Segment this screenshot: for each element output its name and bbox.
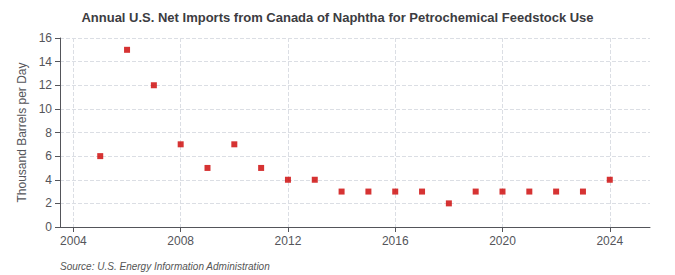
svg-text:Annual U.S. Net Imports from C: Annual U.S. Net Imports from Canada of N… — [81, 10, 593, 25]
svg-text:Thousand Barrels per Day: Thousand Barrels per Day — [15, 62, 29, 202]
svg-text:0: 0 — [45, 220, 52, 234]
svg-text:6: 6 — [45, 149, 52, 163]
svg-text:12: 12 — [39, 78, 53, 92]
svg-text:2016: 2016 — [382, 234, 409, 248]
svg-text:14: 14 — [39, 55, 53, 69]
svg-text:10: 10 — [39, 102, 53, 116]
svg-text:2: 2 — [45, 196, 52, 210]
svg-text:4: 4 — [45, 173, 52, 187]
svg-text:2004: 2004 — [60, 234, 87, 248]
svg-text:2008: 2008 — [167, 234, 194, 248]
svg-text:16: 16 — [39, 31, 53, 45]
svg-text:Source: U.S. Energy Informatio: Source: U.S. Energy Information Administ… — [60, 261, 270, 272]
svg-text:2012: 2012 — [275, 234, 302, 248]
svg-text:2020: 2020 — [489, 234, 516, 248]
svg-text:8: 8 — [45, 126, 52, 140]
svg-text:2024: 2024 — [596, 234, 623, 248]
